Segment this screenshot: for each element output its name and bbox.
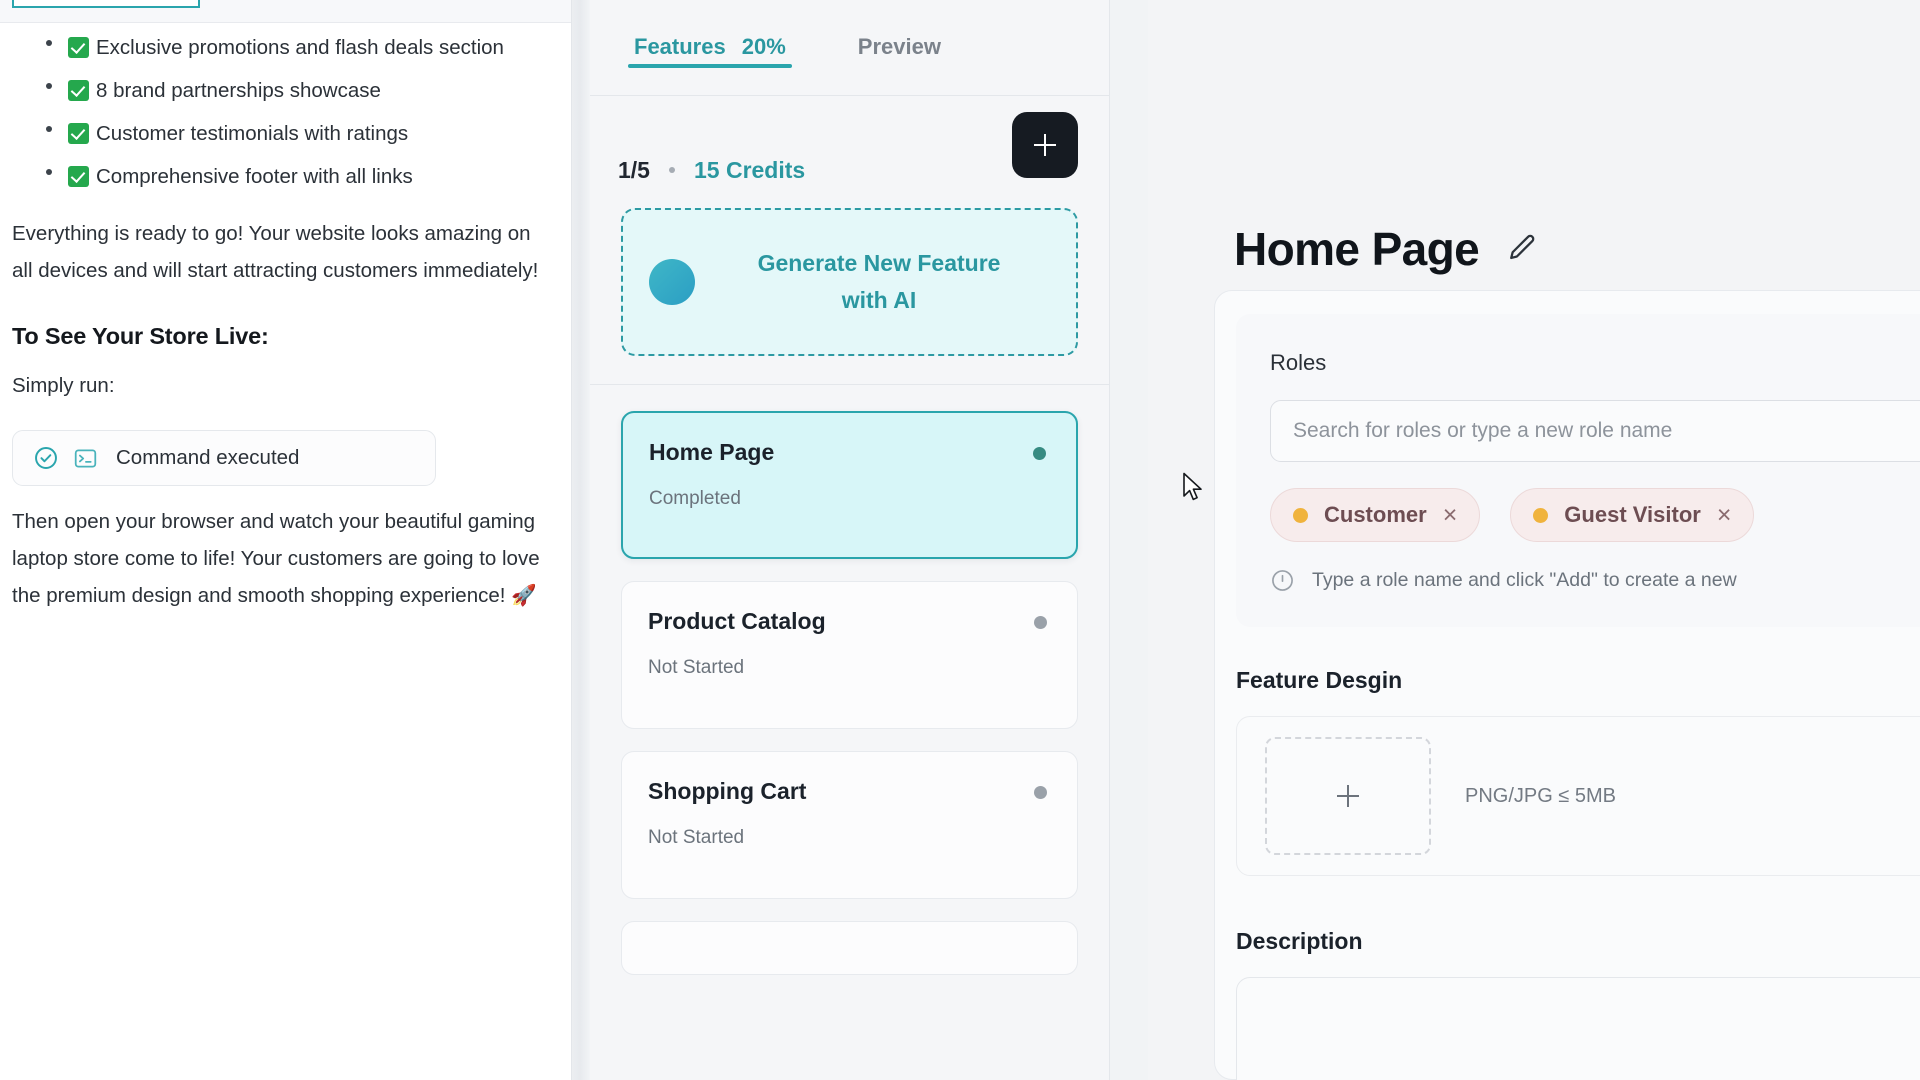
role-chip-list: Customer × Guest Visitor ×	[1270, 488, 1902, 542]
tab-preview[interactable]: Preview	[852, 12, 947, 84]
role-color-dot-icon	[1293, 507, 1308, 523]
feature-card-shopping-cart[interactable]: Shopping Cart Not Started	[621, 751, 1078, 899]
checklist-text: Comprehensive footer with all links	[96, 165, 413, 188]
check-mark-icon	[68, 123, 89, 144]
feature-status: Not Started	[648, 827, 745, 848]
generate-card-line2: with AI	[841, 287, 917, 313]
tab-features[interactable]: Features 20%	[628, 12, 792, 84]
summary-paragraph: Everything is ready to go! Your website …	[12, 222, 539, 282]
left-panel-tab-stub[interactable]	[12, 0, 200, 8]
plus-icon	[1034, 134, 1056, 156]
page-title: Home Page	[1234, 223, 1480, 275]
section-heading: To See Your Store Live:	[12, 323, 269, 349]
feature-status: Not Started	[648, 657, 745, 678]
design-upload-card: PNG/JPG ≤ 5MB	[1236, 716, 1920, 876]
list-item: Exclusive promotions and flash deals sec…	[12, 26, 554, 69]
list-item: Comprehensive footer with all links	[12, 155, 554, 198]
status-dot-icon	[1034, 786, 1047, 799]
roles-hint-text: Type a role name and click "Add" to crea…	[1312, 569, 1737, 591]
list-item: 8 brand partnerships showcase	[12, 69, 554, 112]
circle-check-icon	[33, 445, 59, 471]
panel-tabs: Features 20% Preview	[590, 0, 1109, 96]
tab-preview-label: Preview	[857, 33, 941, 59]
feature-status: Completed	[649, 488, 741, 509]
feature-card-product-catalog[interactable]: Product Catalog Not Started	[621, 581, 1078, 729]
feature-card-home-page[interactable]: Home Page Completed	[621, 411, 1078, 559]
upload-dropzone[interactable]	[1265, 737, 1431, 855]
generate-feature-with-ai-card[interactable]: Generate New Feature with AI	[621, 208, 1078, 356]
role-chip-label: Guest Visitor	[1564, 502, 1701, 527]
separator-dot-icon	[668, 167, 675, 173]
chat-transcript-panel: Exclusive promotions and flash deals sec…	[0, 0, 572, 1080]
role-color-dot-icon	[1533, 507, 1549, 523]
remove-role-icon[interactable]: ×	[1716, 500, 1732, 529]
role-chip-label: Customer	[1324, 502, 1427, 527]
credits-row: 1/5 15 Credits	[590, 96, 1109, 208]
checklist-text: Exclusive promotions and flash deals sec…	[96, 36, 504, 59]
generate-card-label: Generate New Feature with AI	[720, 245, 1038, 319]
status-dot-icon	[1033, 447, 1046, 460]
tab-features-label: Features	[634, 33, 726, 59]
checklist-text: Customer testimonials with ratings	[96, 122, 409, 145]
role-chip-guest-visitor[interactable]: Guest Visitor ×	[1510, 488, 1755, 542]
check-mark-icon	[68, 37, 89, 58]
assistant-message: Exclusive promotions and flash deals sec…	[0, 26, 571, 1080]
panel-divider-right	[1110, 0, 1148, 1080]
edit-pencil-icon[interactable]	[1505, 232, 1539, 266]
remove-role-icon[interactable]: ×	[1442, 500, 1458, 529]
checklist-text: 8 brand partnerships showcase	[96, 79, 381, 102]
feature-title: Product Catalog	[648, 608, 826, 634]
command-result-box[interactable]: Command executed	[12, 430, 436, 486]
checklist: Exclusive promotions and flash deals sec…	[12, 26, 554, 198]
progress-fraction: 1/5	[618, 156, 650, 183]
role-chip-customer[interactable]: Customer ×	[1270, 488, 1481, 542]
upload-constraints-label: PNG/JPG ≤ 5MB	[1465, 784, 1617, 807]
closing-paragraph: Then open your browser and watch your be…	[12, 510, 540, 607]
feature-card-list: Home Page Completed Product Catalog Not …	[590, 385, 1109, 975]
roles-label: Roles	[1270, 350, 1327, 375]
feature-title: Home Page	[649, 439, 775, 465]
feature-detail-panel: Home Page Roles Customer ×	[1148, 0, 1920, 1080]
description-heading: Description	[1236, 928, 1363, 954]
description-textarea[interactable]	[1236, 977, 1920, 1080]
section-divider	[590, 384, 1109, 385]
status-dot-icon	[1034, 616, 1047, 629]
roles-hint: Type a role name and click "Add" to crea…	[1270, 568, 1902, 593]
panel-divider-left	[572, 0, 590, 1080]
ai-orb-icon	[649, 259, 695, 305]
check-mark-icon	[68, 166, 89, 187]
plus-icon	[1337, 785, 1359, 807]
tab-features-badge: 20%	[741, 33, 786, 59]
roles-section: Roles Customer × Guest Visitor ×	[1236, 314, 1920, 627]
list-item: Customer testimonials with ratings	[12, 112, 554, 155]
roles-search-input[interactable]	[1270, 400, 1920, 462]
page-title-row: Home Page	[1182, 0, 1920, 276]
feature-card-next[interactable]	[621, 921, 1078, 975]
info-clock-icon	[1270, 568, 1295, 593]
features-panel: Features 20% Preview 1/5 15 Credits Gene…	[590, 0, 1110, 1080]
check-mark-icon	[68, 80, 89, 101]
generate-card-line1: Generate New Feature	[757, 250, 1001, 276]
terminal-icon	[73, 446, 98, 471]
add-feature-button[interactable]	[1012, 112, 1078, 178]
detail-card-content: Roles Customer × Guest Visitor ×	[1214, 290, 1920, 1080]
run-instruction: Simply run:	[12, 374, 115, 397]
left-panel-sheet	[0, 22, 571, 1080]
feature-design-heading: Feature Desgin	[1236, 667, 1403, 693]
credits-label: 15 Credits	[693, 156, 806, 183]
command-status-label: Command executed	[116, 446, 300, 469]
feature-title: Shopping Cart	[648, 778, 807, 804]
left-panel-topbar	[12, 0, 557, 22]
